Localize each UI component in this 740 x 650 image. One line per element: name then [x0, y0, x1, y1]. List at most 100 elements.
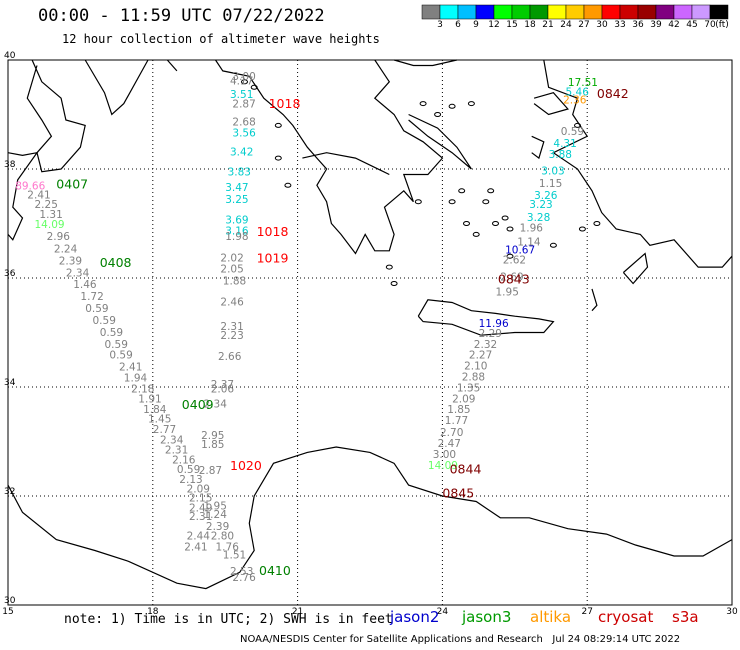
coastline — [26, 59, 86, 173]
island — [458, 188, 466, 194]
wave-height-value: 2.31 — [165, 445, 188, 457]
wave-height-value: 3.83 — [228, 167, 251, 179]
colorbar-label: 45 — [686, 20, 698, 30]
legend-jason3: jason3 — [462, 608, 512, 626]
island — [434, 112, 442, 117]
coastline — [84, 59, 149, 116]
wave-height-value: 3.47 — [225, 182, 248, 194]
wave-height-value: 2.41 — [119, 362, 142, 374]
map-frame — [7, 59, 733, 606]
wave-height-value: 2.18 — [131, 384, 154, 396]
island — [501, 215, 509, 221]
colorbar-label: 12 — [488, 20, 500, 30]
coastline — [408, 113, 472, 170]
wave-height-value: 2.27 — [469, 350, 492, 362]
colorbar-swatch — [637, 4, 657, 20]
wave-height-value: 3.25 — [225, 194, 248, 206]
wave-height-value: 0.59 — [100, 327, 123, 339]
wave-height-value: 11.96 — [479, 318, 509, 330]
wave-height-value: 2.10 — [464, 361, 487, 373]
wave-height-value: 2.39 — [59, 255, 82, 267]
legend-altika: altika — [530, 608, 572, 626]
wave-height-value: 4.17 — [230, 76, 253, 88]
wave-height-value: 0.59 — [177, 464, 200, 476]
x-tick-label: 15 — [2, 607, 13, 617]
wave-height-value: 2.53 — [230, 566, 253, 578]
wave-height-value: 3.26 — [534, 190, 558, 202]
wave-height-value: 2.69 — [500, 272, 523, 284]
colorbar-label: 6 — [455, 20, 461, 30]
pass-time-label: 1018 — [257, 224, 289, 239]
wave-height-value: 2.49 — [189, 502, 212, 514]
island — [487, 188, 495, 194]
pass-time-label: 0845 — [442, 486, 474, 501]
wave-height-value: 3.00 — [232, 71, 255, 83]
colorbar-swatch — [511, 4, 531, 20]
colorbar-swatch — [655, 4, 675, 20]
y-tick-label: 30 — [4, 596, 16, 606]
wave-height-value: 2.76 — [232, 572, 256, 584]
colorbar-swatch — [691, 4, 711, 20]
wave-height-value: 3.69 — [225, 215, 248, 227]
x-tick-label: 24 — [437, 607, 449, 617]
island — [414, 199, 422, 205]
wave-height-value: 1.96 — [520, 223, 544, 235]
colorbar-swatch — [547, 4, 567, 20]
coastline — [166, 59, 178, 72]
wave-height-value: 14.09 — [428, 460, 458, 472]
wave-height-value: 1.95 — [204, 501, 227, 513]
wave-height-value: 2.62 — [503, 254, 526, 266]
wave-height-value: 2.39 — [206, 521, 229, 533]
wave-height-value: 1.31 — [39, 209, 62, 221]
wave-height-value: 1.94 — [124, 373, 148, 385]
wave-height-value: 1.24 — [204, 509, 228, 521]
colorbar-label: 33 — [614, 20, 626, 30]
coastline — [531, 135, 545, 160]
wave-height-value: 3.00 — [433, 449, 456, 461]
island — [472, 231, 480, 237]
wave-height-value: 1.88 — [223, 276, 246, 288]
wave-height-value: 1.84 — [143, 404, 167, 416]
island — [448, 199, 456, 205]
wave-height-value: 2.70 — [440, 427, 463, 439]
page-subtitle: 12 hour collection of altimeter wave hei… — [62, 32, 380, 46]
wave-height-value: 0.59 — [561, 126, 584, 138]
island — [578, 226, 586, 232]
wave-height-value: 2.41 — [184, 542, 207, 554]
island — [241, 79, 248, 85]
wave-height-value: 2.34 — [66, 267, 90, 279]
island — [448, 103, 456, 109]
wave-height-value: 2.68 — [232, 116, 255, 128]
colorbar-swatch — [601, 4, 621, 20]
y-tick-label: 34 — [4, 378, 16, 388]
colorbar-swatch — [709, 4, 729, 20]
colorbar-label: 36 — [632, 20, 644, 30]
pass-time-label: 1018 — [269, 96, 301, 111]
colorbar — [421, 4, 729, 20]
wave-height-value: 2.46 — [220, 296, 244, 308]
wave-height-value: 3.03 — [541, 166, 564, 178]
wave-height-value: 2.13 — [179, 474, 202, 486]
coastline — [622, 252, 649, 285]
colorbar-swatch — [583, 4, 603, 20]
legend-s3a: s3a — [672, 608, 699, 626]
island — [492, 221, 499, 226]
wave-height-value: 10.67 — [505, 245, 535, 257]
wave-height-value: 2.02 — [220, 253, 243, 265]
wave-height-value: 1.14 — [517, 236, 541, 248]
pass-labels: 0407 0408 0409 0410 1018 1018 1019 1020 0842 0843… — [56, 86, 628, 578]
colorbar-label: 24 — [560, 20, 572, 30]
coastline — [591, 288, 598, 312]
wave-height-value: 1.35 — [457, 382, 480, 394]
wave-height-value: 2.15 — [189, 493, 212, 505]
wave-height-value: 2.31 — [189, 511, 212, 523]
coastline — [7, 151, 39, 241]
wave-height-value: 2.41 — [27, 189, 50, 201]
wave-height-value: 2.06 — [211, 384, 235, 396]
colorbar-label: 15 — [506, 20, 518, 30]
island — [274, 155, 282, 161]
colorbar-label: 30 — [596, 20, 608, 30]
y-tick-label: 38 — [4, 160, 16, 170]
note-text: note: 1) Time is in UTC; 2) SWH is in fe… — [64, 612, 393, 627]
colorbar-unit: (ft) — [715, 20, 729, 30]
